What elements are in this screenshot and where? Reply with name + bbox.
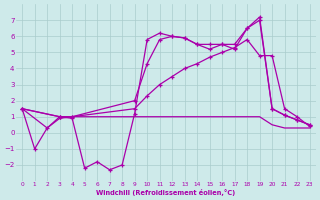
X-axis label: Windchill (Refroidissement éolien,°C): Windchill (Refroidissement éolien,°C) — [96, 189, 236, 196]
